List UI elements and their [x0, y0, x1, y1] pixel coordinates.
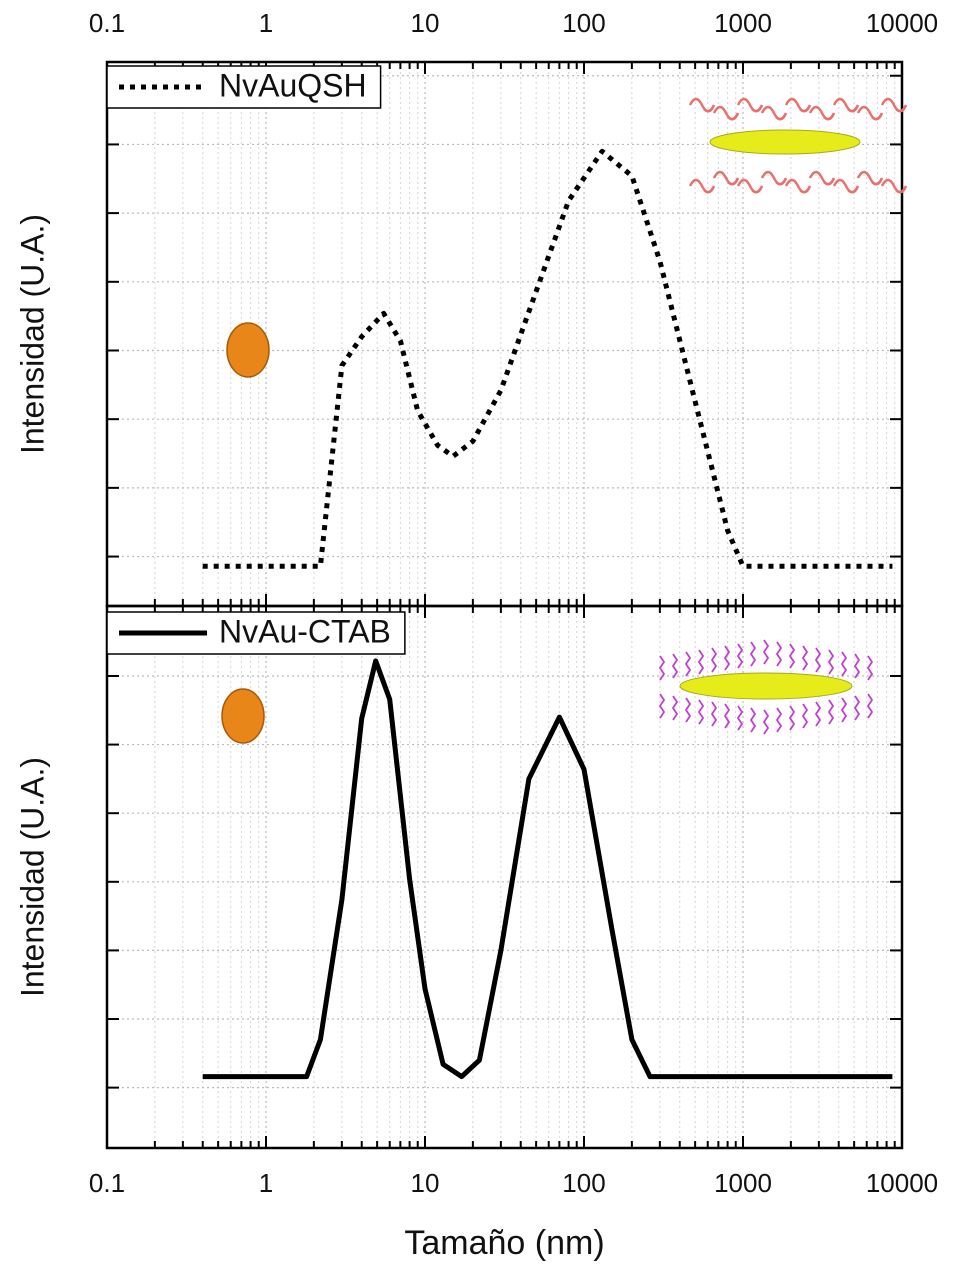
- ligand-chain: [853, 695, 861, 721]
- polymer-coil: [880, 178, 908, 194]
- y-axis-label: Intensidad (U.A.): [14, 214, 50, 454]
- polymer-coil: [736, 97, 764, 113]
- ligand-chain: [866, 655, 874, 681]
- ligand-chain: [710, 701, 718, 727]
- line: [202, 148, 893, 569]
- polymer-coil: [688, 178, 716, 194]
- x-tick-label: 10: [411, 8, 440, 38]
- polymer-coil: [760, 105, 788, 121]
- x-tick-label: 1000: [714, 1168, 772, 1198]
- x-tick-label: 1: [259, 1168, 273, 1198]
- ligand-chain: [840, 651, 848, 677]
- x-tick-label: 1000: [714, 8, 772, 38]
- particle-icon: [226, 322, 270, 378]
- ligand-chain: [671, 695, 679, 721]
- y-axis-label: Intensidad (U.A.): [14, 757, 50, 997]
- legend-label: NvAuQSH: [219, 67, 367, 103]
- ligand-chain: [697, 649, 705, 675]
- ligand-chain: [840, 697, 848, 723]
- polymer-coil: [832, 97, 860, 113]
- polymer-coil: [736, 178, 764, 194]
- ligand-chain: [853, 653, 861, 679]
- line: [202, 658, 893, 1080]
- ligand-chain: [788, 643, 796, 669]
- polymer-coil: [880, 97, 908, 113]
- polymer-coil: [712, 170, 740, 186]
- ligand-chain: [827, 699, 835, 725]
- ligand-chain: [736, 643, 744, 669]
- ligand-chain: [658, 693, 666, 719]
- x-tick-label: 10000: [866, 1168, 938, 1198]
- ligand-chain: [723, 645, 731, 671]
- polymer-coil: [856, 170, 884, 186]
- particle-icon: [221, 688, 265, 744]
- ligand-chain: [684, 651, 692, 677]
- ligand-chain: [684, 697, 692, 723]
- ligand-chain: [762, 639, 770, 665]
- x-tick-label: 100: [562, 8, 605, 38]
- x-tick-label: 1: [259, 8, 273, 38]
- ligand-chain: [775, 641, 783, 667]
- polymer-coil: [832, 178, 860, 194]
- x-tick-label: 0.1: [89, 1168, 125, 1198]
- nanorod-icon: [709, 129, 861, 155]
- x-tick-label: 0.1: [89, 8, 125, 38]
- ligand-chain: [723, 703, 731, 729]
- ligand-chain: [814, 701, 822, 727]
- polymer-coil: [688, 97, 716, 113]
- ligand-chain: [801, 645, 809, 671]
- ligand-chain: [801, 703, 809, 729]
- legend: NvAu-CTAB: [106, 611, 406, 655]
- legend: NvAuQSH: [106, 65, 382, 109]
- plot-frame: [105, 604, 904, 1150]
- ligand-chain: [736, 705, 744, 731]
- ligand-chain: [671, 653, 679, 679]
- ligand-chain: [697, 699, 705, 725]
- x-axis-label: Tamaño (nm): [404, 1224, 604, 1262]
- ligand-chain: [775, 707, 783, 733]
- polymer-coil: [808, 170, 836, 186]
- ligand-chain: [762, 709, 770, 735]
- polymer-coil: [784, 178, 812, 194]
- polymer-coil: [808, 105, 836, 121]
- x-tick-label: 100: [562, 1168, 605, 1198]
- ligand-chain: [866, 693, 874, 719]
- x-tick-label: 10: [411, 1168, 440, 1198]
- ligand-chain: [827, 649, 835, 675]
- ligand-chain: [749, 707, 757, 733]
- polymer-coil: [760, 170, 788, 186]
- x-tick-label: 10000: [866, 8, 938, 38]
- nanorod-icon: [679, 672, 853, 700]
- polymer-coil: [784, 97, 812, 113]
- ligand-chain: [749, 641, 757, 667]
- ligand-chain: [710, 647, 718, 673]
- legend-label: NvAu-CTAB: [219, 613, 391, 649]
- polymer-coil: [712, 105, 740, 121]
- polymer-coil: [856, 105, 884, 121]
- ligand-chain: [788, 705, 796, 731]
- ligand-chain: [814, 647, 822, 673]
- ligand-chain: [658, 655, 666, 681]
